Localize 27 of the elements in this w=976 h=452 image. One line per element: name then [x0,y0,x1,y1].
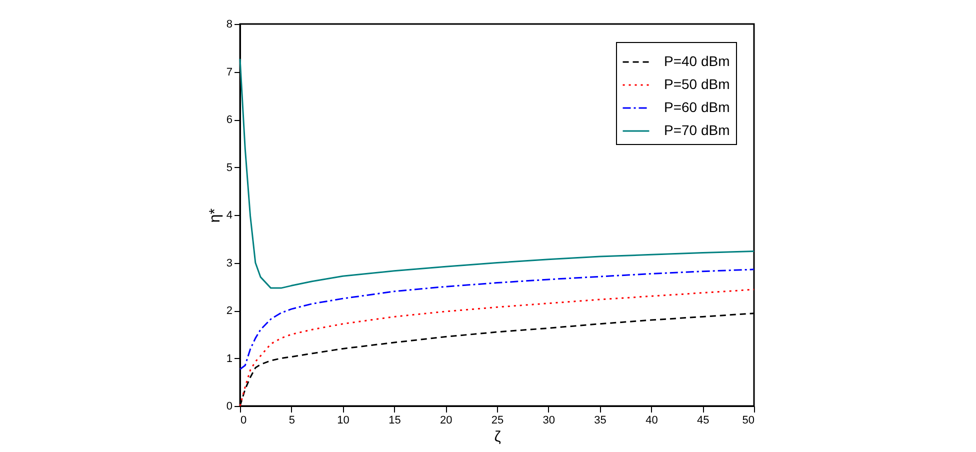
y-tick-label: 7 [226,66,232,78]
x-tick-label: 15 [388,414,401,426]
y-tick-label: 2 [226,305,232,317]
y-tick-label: 0 [226,400,232,412]
x-tick-label: 0 [240,414,247,426]
x-tick-label: 20 [440,414,452,426]
x-tick-label: 30 [542,414,556,426]
x-tick-label: 35 [594,414,606,426]
legend-label: P=70 dBm [664,122,730,138]
y-tick-label: 6 [226,114,232,126]
x-tick-label: 5 [288,414,295,426]
y-tick-label: 1 [226,352,232,365]
x-tick-label: 25 [491,414,504,426]
x-axis-title: ζ [494,428,502,446]
x-tick-label: 10 [337,414,350,426]
x-tick-label: 50 [742,414,754,426]
y-tick-label: 4 [226,210,232,222]
legend-label: P=60 dBm [664,99,730,115]
y-tick-label: 5 [226,162,232,174]
y-tick-label: 3 [226,257,232,270]
x-tick-label: 45 [696,414,710,426]
legend-label: P=50 dBm [664,76,730,92]
y-tick-label: 8 [226,18,232,30]
x-tick-label: 40 [646,414,658,426]
legend-label: P=40 dBm [664,53,730,69]
y-axis-title: η* [206,208,224,223]
line-series [239,268,755,370]
